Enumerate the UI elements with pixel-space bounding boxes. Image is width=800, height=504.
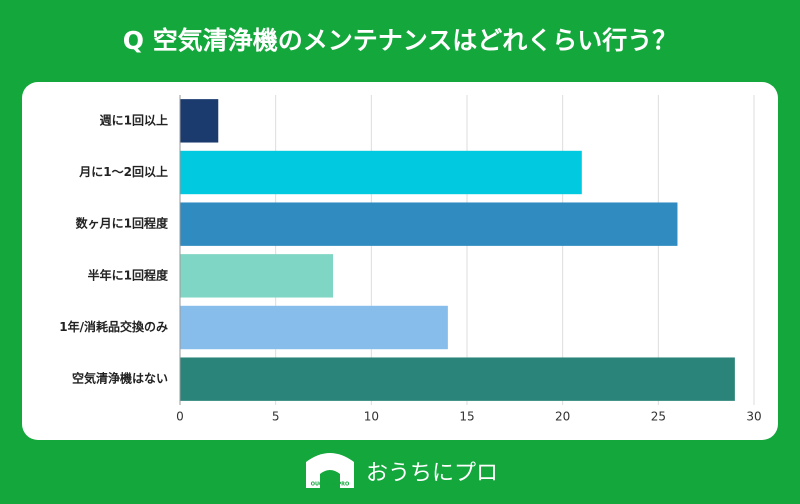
bar [180,202,678,246]
bar [180,99,219,143]
y-tick-label: 数ヶ月に1回程度 [76,216,169,231]
bar [180,150,582,195]
bar [180,357,735,401]
y-tick-label: 半年に1回程度 [88,267,169,282]
x-tick-label: 10 [364,410,379,424]
x-tick-label: 0 [176,410,184,424]
bar [180,305,448,350]
bar [180,254,334,298]
brand: おうちにプロ [366,461,498,486]
x-tick-label: 30 [746,410,761,424]
y-tick-label: 1年/消耗品交換のみ [59,319,168,334]
logo-text: OUCHI ni PRO [311,482,350,488]
x-tick-label: 15 [459,410,474,424]
y-tick-label: 月に1～2回以上 [78,164,168,179]
x-tick-label: 20 [555,410,570,424]
y-tick-label: 空気清浄機はない [72,371,168,386]
x-tick-label: 5 [272,410,280,424]
logo [306,453,354,488]
chart-title: Q 空気清浄機のメンテナンスはどれくらい行う？ [123,26,677,55]
y-tick-label: 週に1回以上 [100,112,168,127]
x-tick-label: 25 [651,410,666,424]
